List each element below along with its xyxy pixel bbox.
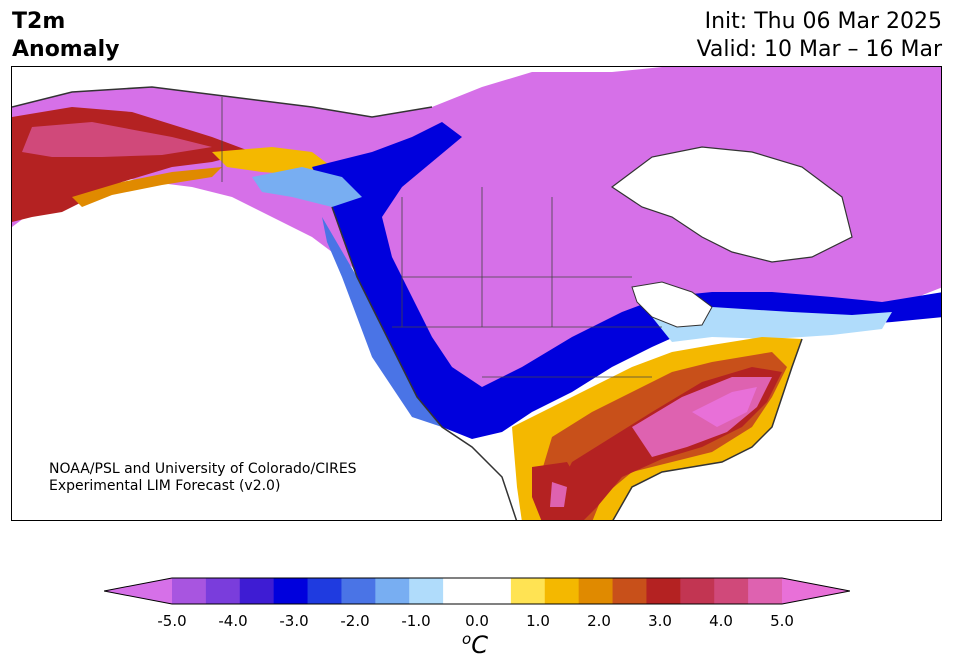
colorbar-segment — [409, 578, 444, 604]
colorbar-tick-label: 3.0 — [648, 612, 672, 630]
unit-celsius: C — [471, 631, 488, 659]
colorbar-segment — [477, 578, 512, 604]
colorbar-tick-label: -1.0 — [401, 612, 431, 630]
unit-degree: o — [462, 630, 472, 648]
colorbar-tick-label: -5.0 — [157, 612, 187, 630]
colorbar-tick-label: 1.0 — [526, 612, 550, 630]
colorbar-segment — [443, 578, 478, 604]
colorbar-tick-label: 5.0 — [770, 612, 794, 630]
cold-band — [312, 122, 941, 439]
credit-text: NOAA/PSL and University of Colorado/CIRE… — [49, 461, 357, 495]
colorbar-segment — [714, 578, 749, 604]
colorbar-arrow-low — [104, 578, 172, 604]
colorbar-arrow-high — [782, 578, 850, 604]
colorbar-segment — [578, 578, 614, 604]
anomaly-map — [11, 66, 942, 521]
colorbar-segment — [375, 578, 410, 604]
valid-range: Valid: 10 Mar – 16 Mar — [696, 37, 942, 62]
colorbar-tick-label: 4.0 — [709, 612, 733, 630]
title-line-1: T2m — [12, 9, 66, 34]
colorbar — [103, 576, 851, 610]
colorbar-segment — [205, 578, 241, 604]
colorbar-segment — [748, 578, 783, 604]
colorbar-tick-label: 2.0 — [587, 612, 611, 630]
colorbar-scale — [103, 577, 851, 605]
colorbar-segment — [544, 578, 580, 604]
colorbar-tick-label: 0.0 — [465, 612, 489, 630]
unit-label: oC — [462, 630, 488, 659]
title-line-2: Anomaly — [12, 37, 120, 62]
credit-line-2: Experimental LIM Forecast (v2.0) — [49, 478, 281, 494]
colorbar-segment — [612, 578, 647, 604]
colorbar-segment — [510, 578, 546, 604]
colorbar-segment — [646, 578, 681, 604]
map-canvas — [12, 67, 941, 520]
colorbar-segment — [680, 578, 715, 604]
map-title: T2m Anomaly — [12, 8, 119, 64]
colorbar-segment — [172, 578, 207, 604]
colorbar-segment — [341, 578, 376, 604]
credit-line-1: NOAA/PSL and University of Colorado/CIRE… — [49, 461, 357, 477]
colorbar-segment — [239, 578, 275, 604]
forecast-dates: Init: Thu 06 Mar 2025 Valid: 10 Mar – 16… — [697, 8, 942, 64]
colorbar-segment — [273, 578, 309, 604]
init-date: Init: Thu 06 Mar 2025 — [704, 9, 942, 34]
colorbar-segment — [307, 578, 342, 604]
colorbar-ticks: -5.0 -4.0 -3.0 -2.0 -1.0 0.0 1.0 2.0 3.0 4.0 5.0 — [0, 612, 954, 632]
colorbar-tick-label: -4.0 — [218, 612, 248, 630]
colorbar-tick-label: -3.0 — [279, 612, 309, 630]
colorbar-tick-label: -2.0 — [340, 612, 370, 630]
